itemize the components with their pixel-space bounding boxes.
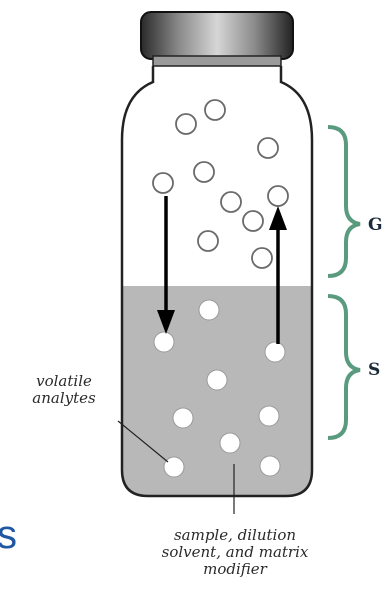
sample-molecule [198, 299, 220, 321]
sample-molecule [163, 456, 185, 478]
sample-description-label: sample, dilution solvent, and matrix mod… [161, 526, 309, 578]
down-arrow [157, 196, 175, 334]
gas-molecule [193, 161, 215, 183]
gas-molecule [197, 230, 219, 252]
gas-phase-brace [327, 125, 361, 278]
gas-molecule [267, 185, 289, 207]
gas-molecule [242, 210, 264, 232]
gas-molecule [251, 247, 273, 269]
up-arrow [269, 206, 287, 344]
sample-molecule [264, 341, 286, 363]
gas-phase-letter: G [368, 215, 383, 235]
vial-body [120, 66, 314, 498]
sample-liquid [122, 286, 312, 496]
gas-molecule [257, 137, 279, 159]
gas-molecule [220, 191, 242, 213]
left-edge-text-fragment: s [0, 513, 17, 557]
sample-molecule [259, 455, 281, 477]
sample-molecule [219, 432, 241, 454]
sample-phase-brace [327, 294, 361, 440]
gas-molecule [175, 113, 197, 135]
gas-molecule [204, 99, 226, 121]
gas-molecule [152, 172, 174, 194]
sample-phase-molecules [153, 299, 286, 478]
sample-molecule [172, 407, 194, 429]
volatile-analytes-leader [117, 420, 169, 463]
vial-cap [140, 11, 294, 67]
sample-phase-letter: S [368, 360, 381, 380]
sample-molecule [258, 405, 280, 427]
gas-phase-molecules [152, 99, 289, 269]
sample-molecule [206, 369, 228, 391]
volatile-analytes-label: volatile analytes [32, 372, 96, 407]
sample-molecule [153, 331, 175, 353]
